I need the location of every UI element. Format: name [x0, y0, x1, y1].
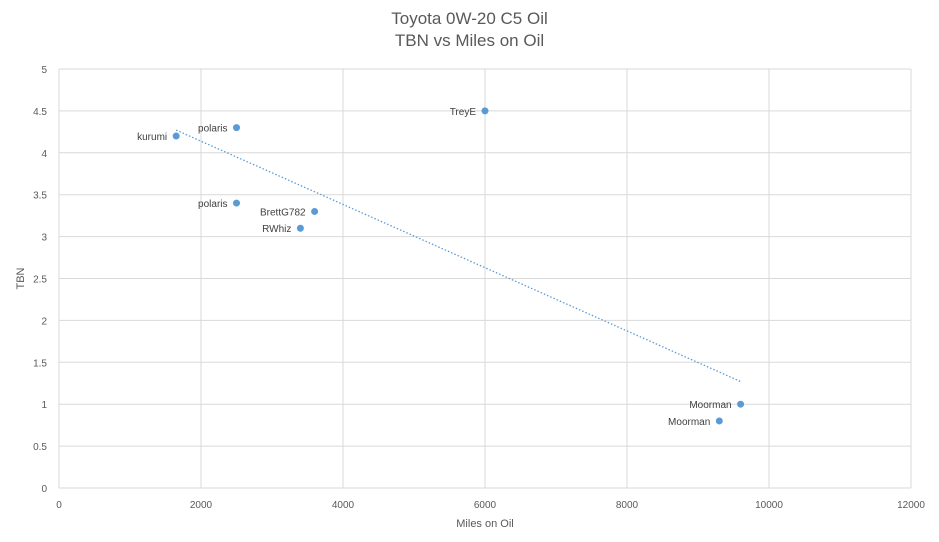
x-tick-label: 4000 [332, 500, 355, 511]
chart-title-line1: Toyota 0W-20 C5 Oil [391, 9, 548, 28]
y-tick-label: 1.5 [33, 358, 47, 369]
y-tick-label: 0 [41, 484, 47, 495]
y-tick-label: 0.5 [33, 442, 47, 453]
y-tick-label: 5 [41, 65, 47, 76]
x-tick-label: 0 [56, 500, 62, 511]
x-axis-title: Miles on Oil [456, 518, 513, 530]
y-tick-label: 3.5 [33, 191, 47, 202]
data-point [715, 417, 723, 425]
data-point [233, 124, 240, 132]
data-label: TreyE [450, 107, 477, 118]
data-label: kurumi [137, 132, 167, 143]
data-point [737, 400, 745, 408]
y-tick-label: 4 [41, 149, 47, 160]
gridlines [58, 68, 912, 489]
data-label: polaris [198, 199, 227, 210]
chart-title: Toyota 0W-20 C5 Oil TBN vs Miles on Oil [0, 8, 939, 52]
data-label: RWhiz [262, 224, 291, 235]
data-point [172, 132, 180, 140]
trendline-group [175, 129, 741, 383]
axes: 0 2000 4000 6000 8000 10000 12000 0 0.5 1 1.5 2 2.5 3… [33, 65, 925, 511]
point-labels: kurumi polaris polaris BrettG782 RWhiz TreyE M… [137, 107, 731, 428]
y-tick-label: 2 [41, 316, 47, 327]
x-tick-label: 10000 [755, 500, 783, 511]
y-tick-label: 3 [41, 233, 47, 244]
data-label: polaris [198, 124, 227, 135]
y-axis-title: TBN [15, 267, 27, 289]
y-tick-label: 2.5 [33, 275, 47, 286]
data-point [311, 207, 319, 215]
y-tick-label: 1 [41, 400, 47, 411]
data-point [233, 199, 240, 207]
x-tick-label: 2000 [190, 500, 213, 511]
x-tick-label: 8000 [616, 500, 639, 511]
chart-subtitle: TBN vs Miles on Oil [394, 31, 545, 50]
data-label: BrettG782 [260, 207, 306, 218]
x-tick-label: 12000 [897, 500, 925, 511]
trendline [175, 129, 741, 383]
data-label: Moorman [668, 417, 710, 428]
data-point [296, 224, 304, 232]
x-tick-label: 6000 [474, 500, 497, 511]
data-label: Moorman [689, 400, 731, 411]
data-points [172, 107, 745, 425]
data-point [481, 107, 489, 115]
y-tick-label: 4.5 [33, 107, 47, 118]
